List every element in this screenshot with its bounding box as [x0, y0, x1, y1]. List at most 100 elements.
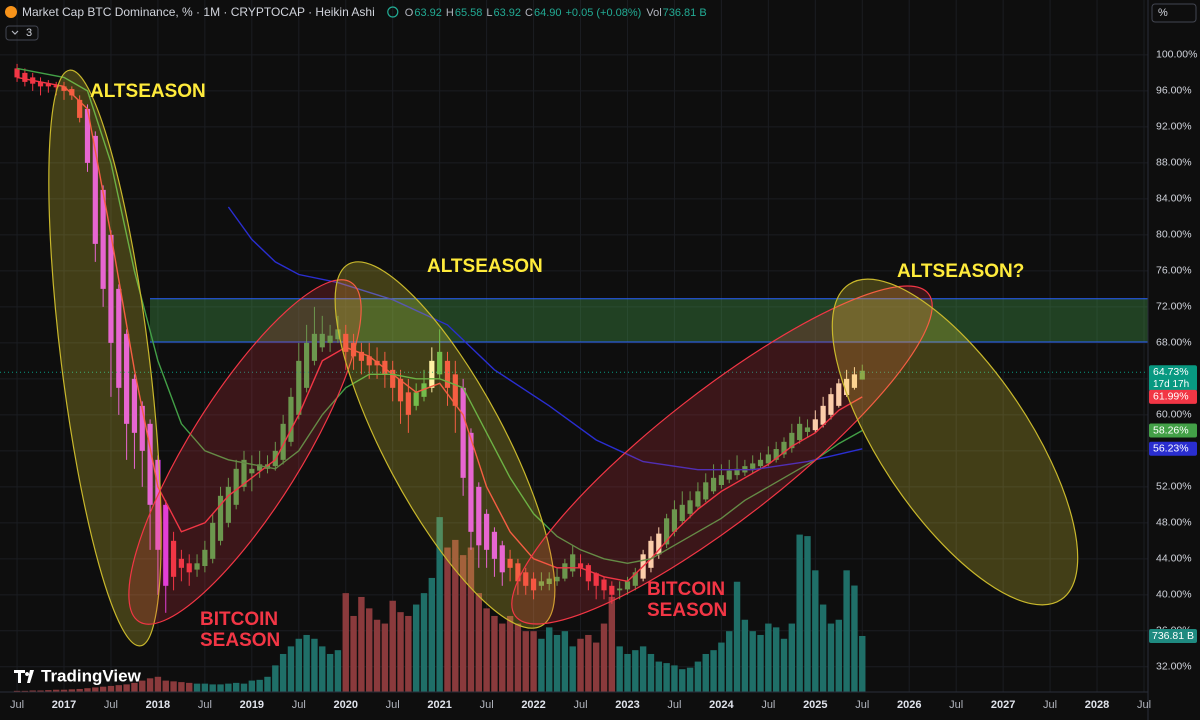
volume-bar: [92, 687, 99, 692]
price-label-box: [1149, 365, 1197, 392]
candle-body: [92, 135, 98, 244]
legend-value: L: [486, 7, 492, 19]
y-tick-label: 60.00%: [1156, 409, 1192, 421]
x-tick-label: Jul: [949, 699, 963, 711]
candle-body: [147, 423, 153, 505]
volume-bar: [68, 689, 76, 692]
candle-body: [859, 370, 865, 380]
volume-bar: [366, 608, 373, 692]
candle-body: [844, 378, 850, 396]
candle-body: [499, 545, 505, 573]
candle-body: [757, 459, 764, 467]
candle-body: [429, 360, 435, 388]
candle-body: [397, 378, 404, 402]
brand: TradingView: [41, 666, 142, 685]
candle-body: [773, 449, 779, 460]
volume-bar: [420, 593, 428, 692]
logo-mark: [14, 670, 34, 683]
candle-body: [139, 405, 145, 451]
candle-body: [225, 486, 231, 523]
candle-body: [593, 573, 599, 586]
candle-body: [797, 423, 803, 441]
x-tick-label: 2019: [240, 699, 264, 711]
volume-bar: [264, 676, 271, 692]
candle-body: [726, 470, 732, 480]
y-tick-label: 72.00%: [1156, 301, 1192, 313]
volume-bar: [851, 585, 858, 692]
indicators-toggle[interactable]: [5, 25, 39, 41]
volume-bar: [624, 653, 631, 692]
volume-bar: [585, 634, 592, 692]
volume-bar: [131, 682, 138, 692]
candle-body: [390, 369, 396, 388]
candle-body: [836, 383, 842, 406]
volume-pane: [13, 517, 866, 692]
volume-bar: [217, 684, 224, 692]
x-tick-label: 2024: [709, 699, 734, 711]
scale-mode-button[interactable]: [1151, 3, 1197, 23]
candle-body: [22, 72, 28, 82]
volume-bar: [765, 623, 772, 692]
annotation: SEASON: [200, 630, 280, 651]
candle-body: [687, 500, 693, 514]
volume-bar: [99, 686, 107, 692]
candle-body: [131, 378, 138, 433]
candle-body: [656, 533, 662, 555]
volume-bar: [37, 690, 44, 692]
candle-body: [170, 540, 177, 577]
legend-header: Market Cap BTC Dominance, % · 1M · CRYPT…: [5, 3, 1197, 41]
candle-body: [163, 504, 169, 586]
volume-bar: [655, 661, 662, 692]
altseason-ellipse: [334, 261, 556, 629]
candle-body: [194, 563, 200, 570]
volume-bar: [76, 688, 83, 692]
volume-bar: [123, 684, 130, 692]
volume-bar: [287, 646, 295, 692]
brand-logo: TradingView: [14, 666, 142, 685]
ma-label-box: [1149, 389, 1197, 404]
candle-body: [562, 563, 568, 579]
candle-body: [155, 459, 161, 550]
x-tick-label: Jul: [1137, 699, 1151, 711]
scale-mode: %: [1158, 7, 1168, 19]
x-tick-label: Jul: [104, 699, 118, 711]
x-tick-label: 2023: [615, 699, 639, 711]
y-tick-label: 100.00%: [1156, 49, 1197, 61]
candle-body: [452, 374, 458, 406]
volume-label-box: [1149, 628, 1197, 643]
volume-bar: [139, 680, 146, 692]
volume-bar: [491, 615, 498, 692]
volume-bar: [405, 615, 412, 692]
volume-bar: [530, 631, 537, 692]
candle-body: [820, 405, 826, 425]
legend-value: 63.92: [493, 7, 521, 19]
volume-bar: [201, 683, 209, 692]
y-tick-label: 52.00%: [1156, 481, 1192, 493]
candle-body: [484, 513, 490, 550]
volume-bar: [546, 627, 553, 692]
ma-label: 61.99%: [1153, 391, 1189, 403]
candle-body: [624, 581, 631, 590]
volume-bar: [373, 619, 381, 692]
y-tick-label: 80.00%: [1156, 229, 1192, 241]
volume-bar: [671, 665, 678, 692]
candle-body: [405, 392, 411, 415]
y-tick-label: 84.00%: [1156, 193, 1192, 205]
candle-body: [703, 482, 709, 500]
candle-body: [100, 189, 106, 289]
candle-body: [507, 558, 513, 568]
volume-bar: [835, 619, 842, 692]
volume-bar: [397, 612, 404, 692]
candle-body: [695, 491, 701, 507]
candle-body: [69, 89, 75, 96]
volume-bar: [506, 615, 514, 692]
ma-label-box: [1149, 441, 1197, 456]
altseason-ellipse: [48, 69, 162, 647]
candle-body: [288, 396, 294, 442]
candle-body: [632, 572, 638, 586]
moving-average: [16, 76, 863, 583]
volume-bar: [389, 600, 396, 692]
volume-bar: [428, 577, 436, 692]
